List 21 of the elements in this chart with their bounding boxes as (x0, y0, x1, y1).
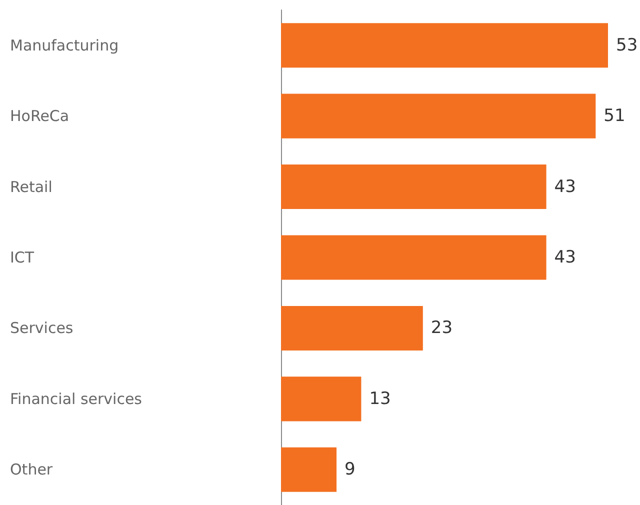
data-label: 51 (604, 106, 626, 126)
data-label: 53 (616, 35, 638, 56)
y-tick-label: Manufacturing (10, 36, 119, 54)
data-label: 9 (344, 460, 356, 480)
y-tick-label: Retail (10, 178, 52, 196)
data-label: 23 (430, 318, 453, 338)
data-label: 43 (554, 176, 576, 197)
y-tick-label: Other (10, 460, 54, 479)
y-tick-label: Services (10, 319, 74, 338)
bar (281, 306, 423, 350)
bar (281, 235, 546, 280)
bar (281, 447, 337, 492)
data-label: 43 (554, 248, 576, 268)
bar (281, 23, 608, 68)
bar (281, 94, 596, 138)
y-tick-label: Financial services (10, 390, 142, 408)
bar (281, 376, 362, 422)
y-tick-label: HoReCa (10, 107, 70, 126)
y-tick-label: ICT (10, 248, 35, 266)
data-label: 13 (369, 388, 391, 409)
bar (281, 164, 546, 210)
